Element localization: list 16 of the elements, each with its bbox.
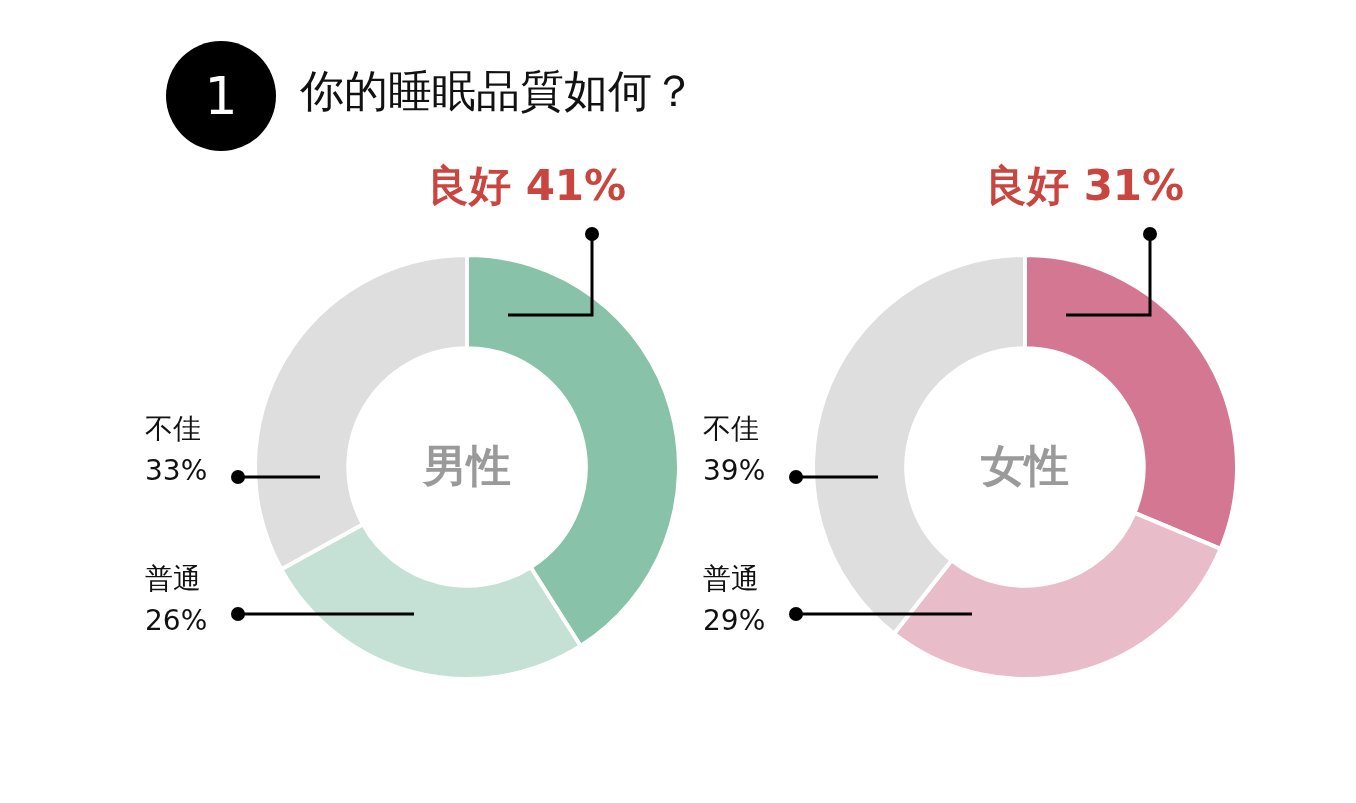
text: 男性 [421,439,512,493]
slice-label: 普通 [703,561,760,597]
slice-label: 不佳 [145,411,202,447]
data-label: 31% [1083,161,1185,210]
slice-label: 普通 [145,561,202,597]
slice-label: 不佳 [703,411,760,447]
data-label: 39% [703,453,766,489]
data-label: 29% [703,603,766,639]
data-label: 26% [145,603,208,639]
slice-label: 良好 [985,161,1069,210]
text: 你的睡眠品質如何？ [300,64,696,118]
data-label: 41% [525,161,627,210]
slice-label: 良好 [427,161,511,210]
number-badge: 1 [166,41,276,151]
text: 女性 [980,439,1070,493]
data-label: 33% [145,453,208,489]
